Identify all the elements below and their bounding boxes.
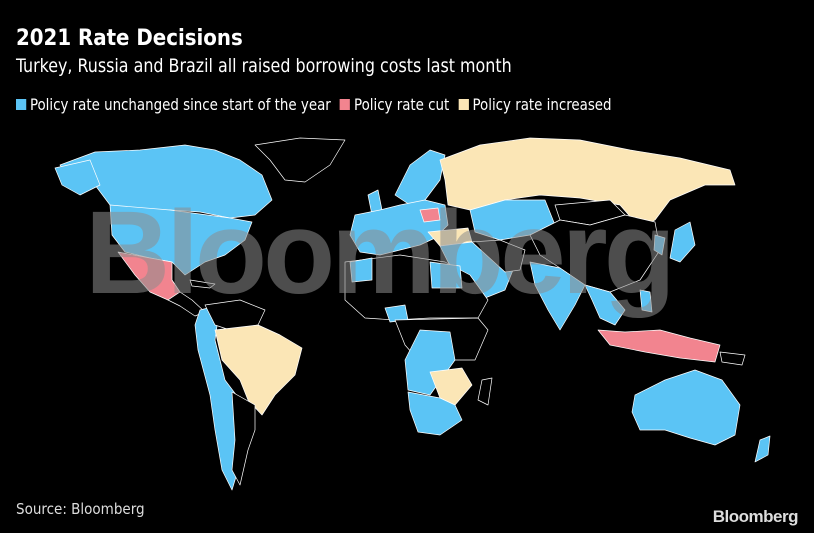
chart-title: 2021 Rate Decisions <box>16 26 243 51</box>
chart-subtitle: Turkey, Russia and Brazil all raised bor… <box>16 55 512 77</box>
legend-swatch <box>16 99 27 110</box>
bloomberg-logo: Bloomberg <box>712 507 799 526</box>
region-morocco <box>349 257 373 283</box>
legend-item-unchanged: Policy rate unchanged since start of the… <box>16 95 331 114</box>
region-indonesia <box>597 329 721 363</box>
region-brazil <box>214 324 303 416</box>
region-iran <box>471 239 526 273</box>
region-india <box>529 261 586 331</box>
region-madagascar <box>477 377 493 406</box>
legend-label: Policy rate increased <box>472 95 612 114</box>
region-drc-angola <box>404 329 456 396</box>
region-japan <box>669 221 696 263</box>
region-png <box>719 351 746 366</box>
region-egypt <box>429 261 463 289</box>
region-argentina <box>231 391 256 486</box>
region-korea <box>653 234 666 256</box>
legend-label: Policy rate cut <box>354 95 450 114</box>
region-new-zealand <box>754 435 771 463</box>
region-greenland <box>254 137 346 183</box>
region-romania <box>419 207 441 223</box>
region-australia <box>631 369 741 446</box>
region-philippines <box>639 289 653 313</box>
region-cuba <box>189 279 216 289</box>
world-map <box>54 137 771 491</box>
region-southern-africa <box>407 391 463 436</box>
legend-item-cut: Policy rate cut <box>340 95 449 114</box>
region-usa <box>109 204 253 276</box>
legend: Policy rate unchanged since start of the… <box>16 95 612 114</box>
legend-item-increased: Policy rate increased <box>458 95 612 114</box>
region-se-asia <box>584 284 626 326</box>
region-mozambique <box>429 367 473 406</box>
legend-swatch <box>458 99 469 110</box>
region-alaska <box>54 159 101 196</box>
region-scandinavia <box>394 149 446 206</box>
region-south-america-west <box>194 304 246 491</box>
region-canada <box>59 144 273 219</box>
legend-label: Policy rate unchanged since start of the… <box>29 95 331 114</box>
legend-swatch <box>340 99 351 110</box>
region-china <box>529 214 661 293</box>
source-note: Source: Bloomberg <box>16 500 145 518</box>
